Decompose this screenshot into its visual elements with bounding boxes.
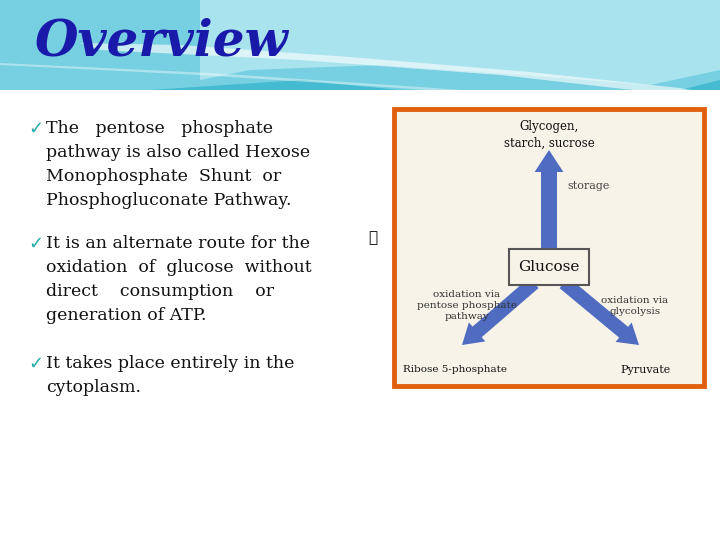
- Text: oxidation via
glycolysis: oxidation via glycolysis: [601, 296, 669, 316]
- Text: Overview: Overview: [35, 17, 289, 66]
- Polygon shape: [80, 43, 720, 100]
- Polygon shape: [559, 278, 639, 345]
- Text: 🔊: 🔊: [368, 230, 377, 245]
- Text: ✓: ✓: [28, 355, 43, 373]
- Text: It is an alternate route for the
oxidation  of  glucose  without
direct    consu: It is an alternate route for the oxidati…: [46, 235, 312, 325]
- Text: It takes place entirely in the
cytoplasm.: It takes place entirely in the cytoplasm…: [46, 355, 294, 396]
- Text: storage: storage: [567, 181, 609, 191]
- FancyBboxPatch shape: [509, 249, 589, 285]
- Polygon shape: [200, 0, 720, 85]
- Polygon shape: [0, 0, 720, 110]
- Polygon shape: [0, 0, 720, 140]
- Polygon shape: [534, 150, 563, 251]
- Text: oxidation via
pentose phosphate
pathway: oxidation via pentose phosphate pathway: [417, 291, 517, 321]
- Text: Glycogen,
starch, sucrose: Glycogen, starch, sucrose: [503, 120, 595, 150]
- Text: Glucose: Glucose: [518, 260, 580, 274]
- Text: Ribose 5-phosphate: Ribose 5-phosphate: [403, 365, 507, 374]
- Text: ✓: ✓: [28, 120, 43, 138]
- Polygon shape: [462, 278, 539, 345]
- FancyBboxPatch shape: [394, 109, 704, 386]
- Text: The   pentose   phosphate
pathway is also called Hexose
Monophosphate  Shunt  or: The pentose phosphate pathway is also ca…: [46, 120, 310, 210]
- Bar: [0, 90, 720, 540]
- Text: ✓: ✓: [28, 235, 43, 253]
- Polygon shape: [0, 63, 720, 112]
- Text: Pyruvate: Pyruvate: [621, 365, 671, 375]
